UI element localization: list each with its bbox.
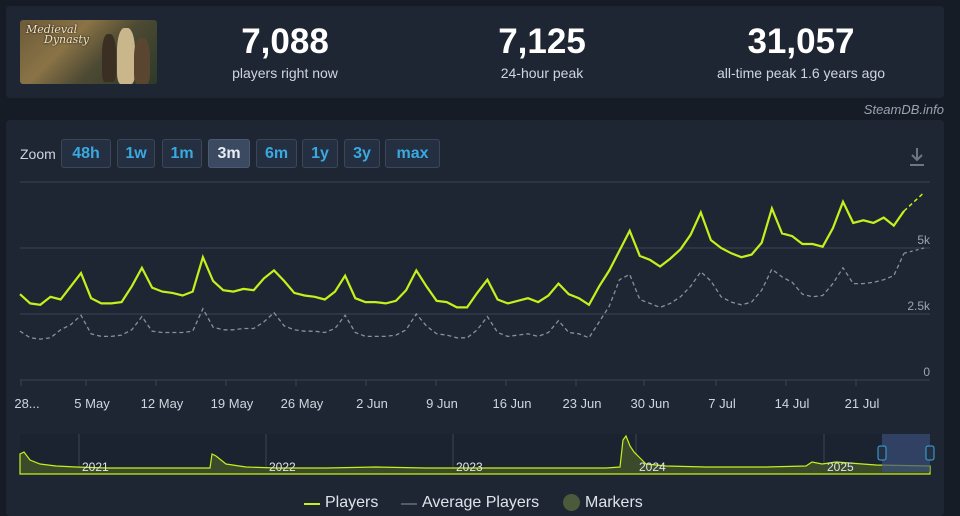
x-tick-label: 23 Jun	[562, 396, 601, 411]
legend-markers-swatch	[563, 494, 580, 511]
x-tick-label: 12 May	[141, 396, 184, 411]
overview-handle-left[interactable]	[877, 445, 887, 461]
legend-average-swatch	[401, 503, 417, 505]
zoom-1w-button[interactable]: 1w	[117, 139, 155, 168]
legend-markers[interactable]: Markers	[585, 494, 643, 511]
y-tick-label: 0	[923, 365, 930, 379]
stats-header: Medieval Dynasty 7,088 players right now…	[6, 6, 944, 98]
zoom-max-button[interactable]: max	[385, 139, 440, 168]
x-tick-label: 21 Jul	[845, 396, 880, 411]
stat-24h-peak: 7,125 24-hour peak	[442, 22, 642, 81]
x-tick-label: 2 Jun	[356, 396, 388, 411]
zoom-3y-button[interactable]: 3y	[344, 139, 380, 168]
stat-players-now: 7,088 players right now	[185, 22, 385, 81]
chart-panel: Zoom 48h 1w 1m 3m 6m 1y 3y max 0 2.5k 5k 2…	[6, 120, 944, 516]
legend-average[interactable]: Average Players	[422, 494, 540, 511]
overview-year-label: 2023	[456, 460, 483, 474]
average-players-line	[19, 253, 905, 340]
overview-area	[19, 434, 931, 475]
overview-selection[interactable]	[882, 434, 930, 472]
x-tick-label: 9 Jun	[426, 396, 458, 411]
stat-alltime-peak: 31,057 all-time peak 1.6 years ago	[701, 22, 901, 81]
peak-24h-value: 7,125	[498, 22, 586, 61]
players-line	[19, 199, 905, 309]
main-chart[interactable]: 0 2.5k 5k 28... 5 May 12 May 19 May 26 May 2 Ju…	[6, 172, 944, 472]
overview-year-label: 2024	[639, 460, 666, 474]
legend-players[interactable]: Players	[325, 494, 379, 511]
x-tick-label: 5 May	[74, 396, 110, 411]
overview-handle-right[interactable]	[925, 445, 935, 461]
overview-navigator[interactable]: 2021 2022 2023 2024 2025	[6, 432, 944, 476]
overview-year-label: 2025	[827, 460, 854, 474]
alltime-peak-label: all-time peak 1.6 years ago	[716, 65, 886, 81]
download-icon[interactable]	[908, 146, 926, 168]
x-tick-label: 16 Jun	[492, 396, 531, 411]
game-thumbnail[interactable]: Medieval Dynasty	[20, 20, 157, 84]
steamdb-credit[interactable]: SteamDB.info	[863, 102, 944, 117]
players-projection	[903, 192, 925, 212]
average-players-projection	[903, 247, 925, 254]
overview-year-label: 2022	[269, 460, 296, 474]
x-tick-label: 19 May	[211, 396, 254, 411]
chart-legend: Players Average Players Markers	[6, 492, 944, 516]
zoom-1m-button[interactable]: 1m	[162, 139, 202, 168]
y-tick-label: 5k	[917, 233, 931, 247]
peak-24h-label: 24-hour peak	[500, 65, 584, 81]
y-tick-label: 2.5k	[907, 299, 931, 313]
x-tick-label: 7 Jul	[708, 396, 736, 411]
x-tick-label: 28...	[14, 396, 39, 411]
zoom-3m-button[interactable]: 3m	[208, 139, 250, 168]
players-now-label: players right now	[232, 65, 338, 81]
x-tick-label: 30 Jun	[630, 396, 669, 411]
zoom-6m-button[interactable]: 6m	[256, 139, 297, 168]
legend-players-swatch	[304, 503, 320, 505]
x-tick-label: 26 May	[281, 396, 324, 411]
thumbnail-title: Medieval Dynasty	[26, 23, 89, 46]
overview-year-label: 2021	[82, 460, 109, 474]
alltime-peak-value: 31,057	[747, 22, 855, 61]
zoom-1y-button[interactable]: 1y	[302, 139, 338, 168]
zoom-label: Zoom	[20, 146, 56, 162]
x-tick-label: 14 Jul	[775, 396, 810, 411]
players-now-value: 7,088	[241, 22, 329, 61]
zoom-48h-button[interactable]: 48h	[61, 139, 111, 168]
